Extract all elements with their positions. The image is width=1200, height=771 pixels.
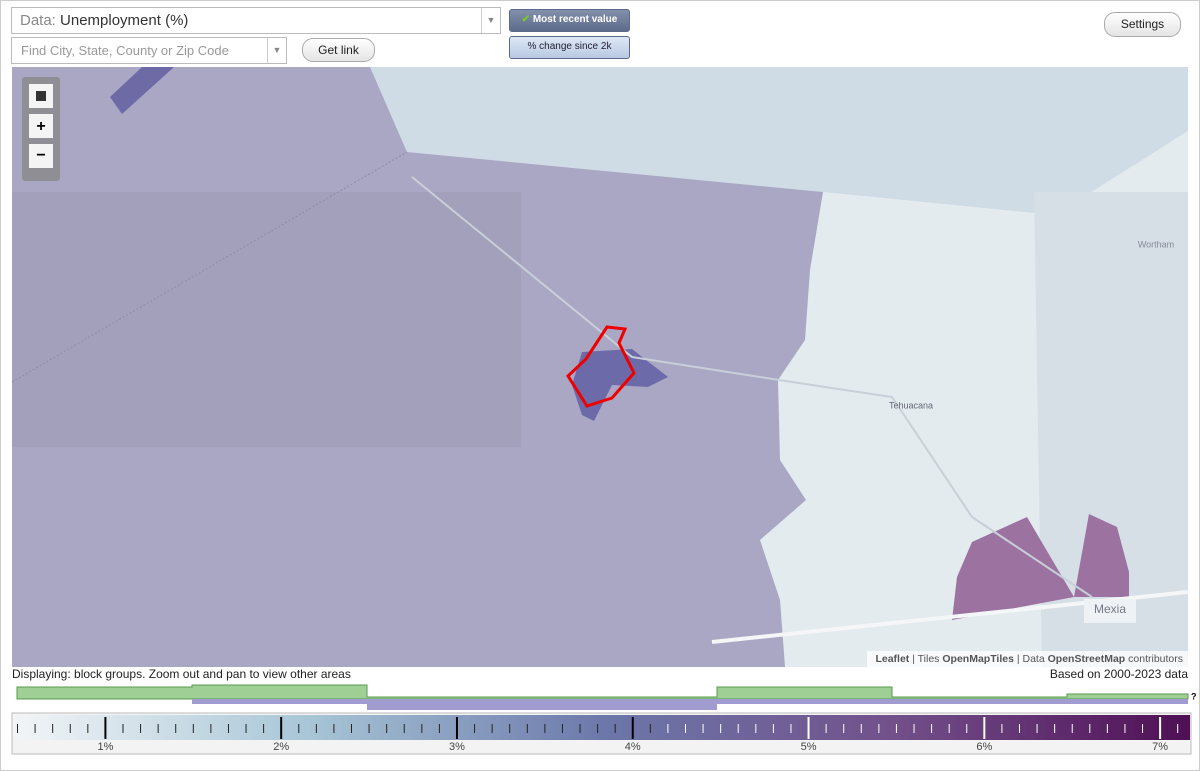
search-box[interactable]: Find City, State, County or Zip Code ▼ bbox=[11, 37, 287, 64]
settings-button[interactable]: Settings bbox=[1104, 12, 1181, 37]
attribution-bg bbox=[867, 651, 1188, 667]
check-icon: ✔ bbox=[521, 14, 531, 25]
data-select[interactable]: Data: Unemployment (%) ▼ bbox=[11, 7, 501, 34]
zoom-out-button[interactable] bbox=[29, 144, 53, 168]
help-icon[interactable]: ? bbox=[1191, 691, 1197, 701]
scale-label: 6% bbox=[976, 741, 992, 753]
zoom-in-icon: + bbox=[36, 118, 45, 135]
region bbox=[952, 517, 1074, 620]
attribution-link[interactable]: Leaflet bbox=[875, 653, 909, 665]
region bbox=[1074, 514, 1129, 597]
place-label: Tehuacana bbox=[889, 400, 933, 410]
dropdown-arrow: ▼ bbox=[267, 38, 286, 63]
color-scale bbox=[14, 715, 1190, 740]
map: Tehuacana Wortham Mexia + − Leaflet | Ti… bbox=[12, 67, 1188, 667]
dropdown-arrow: ▼ bbox=[481, 8, 500, 33]
road bbox=[411, 176, 1093, 598]
scale-label: 3% bbox=[449, 741, 465, 753]
attribution: Leaflet | Tiles OpenMapTiles | Data Open… bbox=[875, 653, 1183, 665]
data-value: Unemployment (%) bbox=[60, 12, 189, 29]
attribution-link[interactable]: OpenStreetMap bbox=[1048, 653, 1126, 665]
attribution-text: Tiles bbox=[918, 653, 940, 665]
data-prefix: Data: bbox=[20, 12, 56, 29]
scale-label: 5% bbox=[801, 741, 817, 753]
region bbox=[1034, 192, 1188, 667]
zoom-out-icon: − bbox=[36, 147, 45, 164]
place-label: Wortham bbox=[1138, 239, 1174, 249]
scale-label: 7% bbox=[1152, 741, 1168, 753]
histogram-top bbox=[16, 684, 1189, 700]
histogram-bottom bbox=[17, 699, 1188, 710]
attribution-text: Data bbox=[1023, 653, 1045, 665]
selected-area[interactable] bbox=[566, 325, 636, 408]
place-box bbox=[1084, 599, 1136, 623]
search-placeholder: Find City, State, County or Zip Code bbox=[21, 43, 229, 58]
mode-active-button[interactable]: ✔ Most recent value bbox=[509, 9, 630, 32]
region bbox=[12, 67, 823, 667]
region bbox=[370, 67, 1188, 215]
attribution-text: contributors bbox=[1128, 653, 1183, 665]
fullscreen-icon bbox=[36, 91, 46, 101]
attribution-link[interactable]: OpenMapTiles bbox=[942, 653, 1014, 665]
zoom-in-button[interactable] bbox=[29, 114, 53, 138]
legend: ? 1% 2% 3% 4% 5% 6% 7% bbox=[11, 684, 1197, 755]
region bbox=[110, 67, 174, 114]
region-overlay bbox=[12, 192, 521, 447]
place-label: Mexia bbox=[1094, 602, 1126, 616]
scale-label: 4% bbox=[625, 741, 641, 753]
scale-label: 1% bbox=[97, 741, 113, 753]
boundary bbox=[12, 151, 408, 383]
mode-other-button[interactable]: % change since 2k bbox=[509, 36, 630, 59]
scale-label: 2% bbox=[273, 741, 289, 753]
get-link-button[interactable]: Get link bbox=[302, 38, 375, 62]
based-on-text: Based on 2000-2023 data bbox=[1049, 667, 1188, 681]
mode-active-label: Most recent value bbox=[532, 14, 618, 25]
displaying-text: Displaying: block groups. Zoom out and p… bbox=[12, 667, 351, 681]
